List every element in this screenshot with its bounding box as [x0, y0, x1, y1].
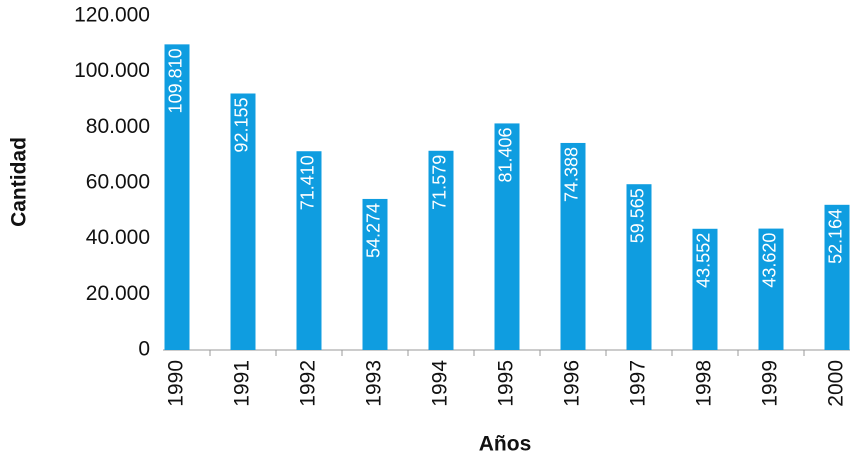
x-tick-label: 1993	[363, 360, 386, 407]
x-tick-label: 1999	[759, 360, 782, 407]
bar	[758, 228, 784, 350]
x-tick-label: 2000	[825, 360, 848, 407]
bar	[230, 93, 256, 350]
x-tick-label: 1990	[165, 360, 188, 407]
bar	[164, 44, 190, 350]
value-label: 71.579	[430, 155, 450, 210]
x-tick-label: 1997	[627, 360, 650, 407]
value-label: 54.274	[364, 203, 384, 258]
bar	[428, 150, 454, 350]
bar	[296, 151, 322, 350]
y-tick-label: 60.000	[86, 171, 150, 194]
x-tick-label: 1996	[561, 360, 584, 407]
bar	[362, 198, 388, 350]
value-label: 71.410	[298, 155, 318, 210]
bar	[824, 204, 850, 350]
y-tick-label: 120.000	[74, 4, 150, 27]
value-label: 109.810	[166, 48, 186, 113]
y-tick-label: 20.000	[86, 282, 150, 305]
y-tick-label: 40.000	[86, 226, 150, 249]
value-label: 74.388	[562, 147, 582, 202]
value-label: 59.565	[628, 188, 648, 243]
value-label: 52.164	[826, 209, 846, 264]
bar	[692, 228, 718, 350]
x-tick-label: 1994	[429, 360, 452, 407]
value-label: 43.552	[694, 233, 714, 288]
y-tick-label: 0	[138, 338, 150, 361]
x-tick-label: 1998	[693, 360, 716, 407]
x-tick-label: 1995	[495, 360, 518, 407]
x-axis-label: Años	[479, 433, 532, 456]
y-tick-label: 100.000	[74, 59, 150, 82]
bar	[626, 184, 652, 350]
y-tick-label: 80.000	[86, 115, 150, 138]
x-tick-label: 1991	[231, 360, 254, 407]
y-axis-label: Cantidad	[8, 137, 31, 227]
x-tick-label: 1992	[297, 360, 320, 407]
value-label: 43.620	[760, 233, 780, 288]
value-label: 92.155	[232, 98, 252, 153]
value-label: 81.406	[496, 127, 516, 182]
bar	[494, 123, 520, 350]
bar	[560, 142, 586, 350]
